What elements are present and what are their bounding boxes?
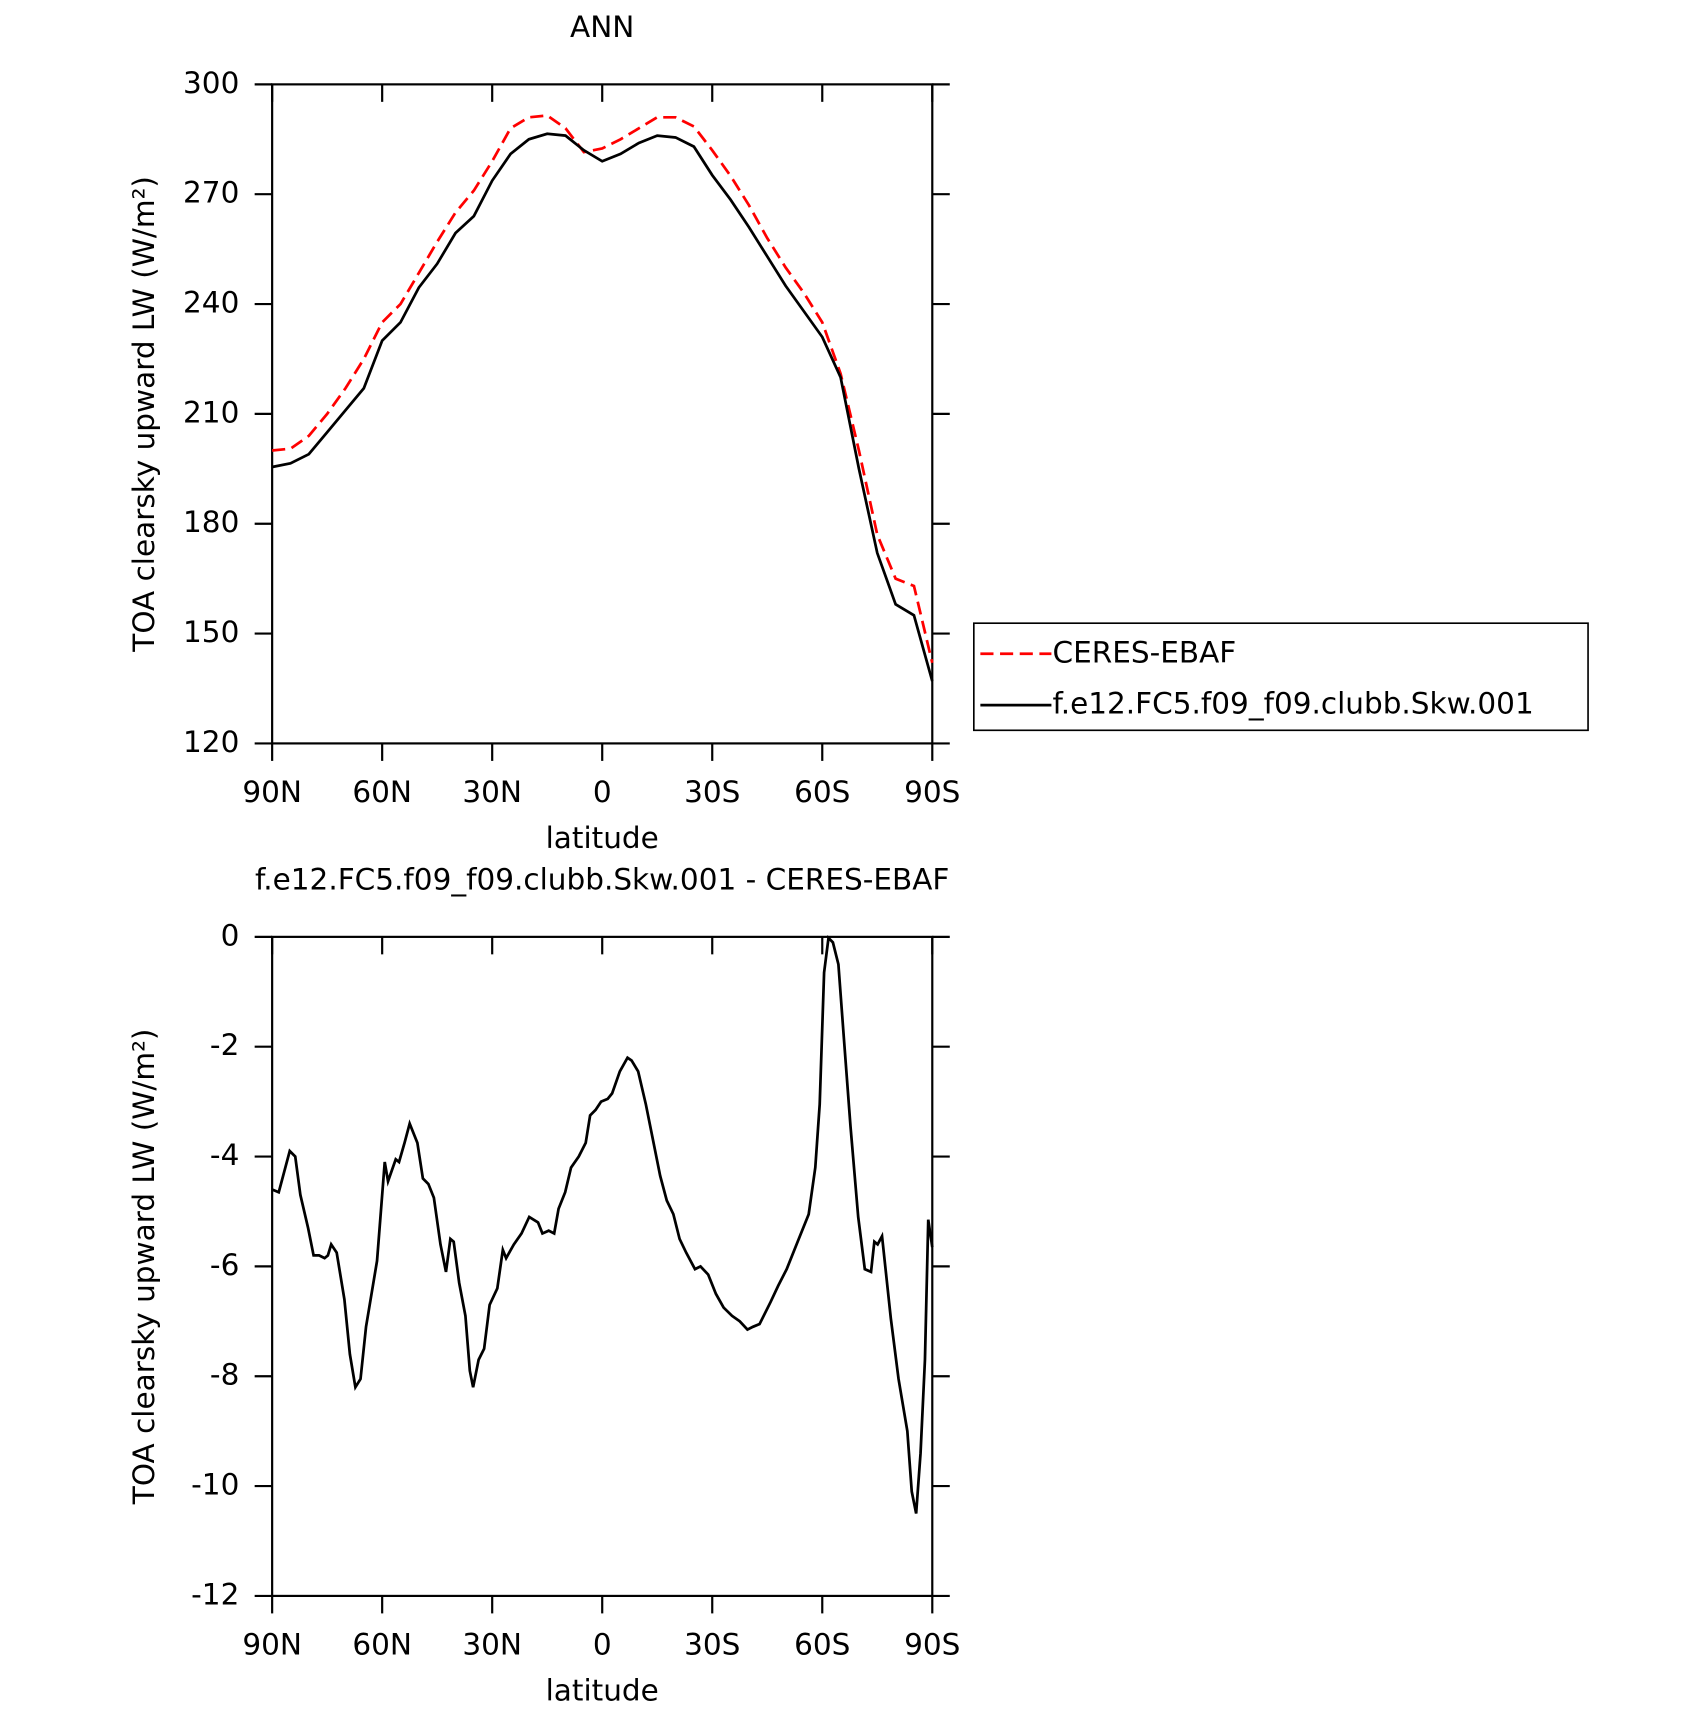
y-tick-label: 240 [183, 286, 239, 320]
x-tick-label: 60N [352, 775, 412, 809]
x-tick-label: 30S [684, 1628, 740, 1662]
data-line [272, 114, 934, 664]
x-tick-label: 90S [904, 775, 960, 809]
chart-title: f.e12.FC5.f09_f09.clubb.Skw.001 - CERES-… [255, 863, 949, 897]
data-line [271, 935, 934, 1514]
legend-box [972, 622, 1589, 732]
y-tick-label: -8 [210, 1358, 239, 1392]
y-tick-label: -4 [210, 1138, 239, 1172]
y-tick-label: -2 [210, 1028, 239, 1062]
y-tick-label: 270 [183, 176, 239, 210]
y-tick-label: 180 [183, 505, 239, 539]
y-tick-label: -12 [191, 1577, 239, 1611]
x-tick-label: 90N [242, 775, 302, 809]
y-tick-label: 300 [183, 66, 239, 100]
y-tick-label: 120 [183, 725, 239, 759]
plot-frame [271, 83, 934, 745]
y-axis-label: TOA clearsky upward LW (W/m²) [127, 1029, 161, 1506]
x-tick-label: 60S [794, 775, 850, 809]
x-tick-label: 90S [904, 1628, 960, 1662]
x-axis-label: latitude [546, 821, 659, 855]
y-tick-label: -6 [210, 1248, 239, 1282]
x-tick-label: 90N [242, 1628, 302, 1662]
x-tick-label: 30S [684, 775, 740, 809]
legend-label: CERES-EBAF [1053, 635, 1237, 669]
x-tick-label: 0 [593, 1628, 612, 1662]
y-axis-label: TOA clearsky upward LW (W/m²) [127, 176, 161, 653]
data-line [271, 132, 934, 682]
x-tick-label: 60N [352, 1628, 412, 1662]
y-tick-label: -10 [191, 1468, 239, 1502]
y-tick-label: 210 [183, 395, 239, 429]
x-tick-label: 0 [593, 775, 612, 809]
y-tick-label: 150 [183, 615, 239, 649]
x-axis-label: latitude [546, 1674, 659, 1708]
x-tick-label: 60S [794, 1628, 850, 1662]
legend-label: f.e12.FC5.f09_f09.clubb.Skw.001 [1053, 687, 1534, 721]
plot-frame [271, 935, 934, 1598]
x-tick-label: 30N [462, 775, 522, 809]
y-tick-label: 0 [221, 918, 240, 952]
x-tick-label: 30N [462, 1628, 522, 1662]
chart-title: ANN [570, 10, 634, 44]
